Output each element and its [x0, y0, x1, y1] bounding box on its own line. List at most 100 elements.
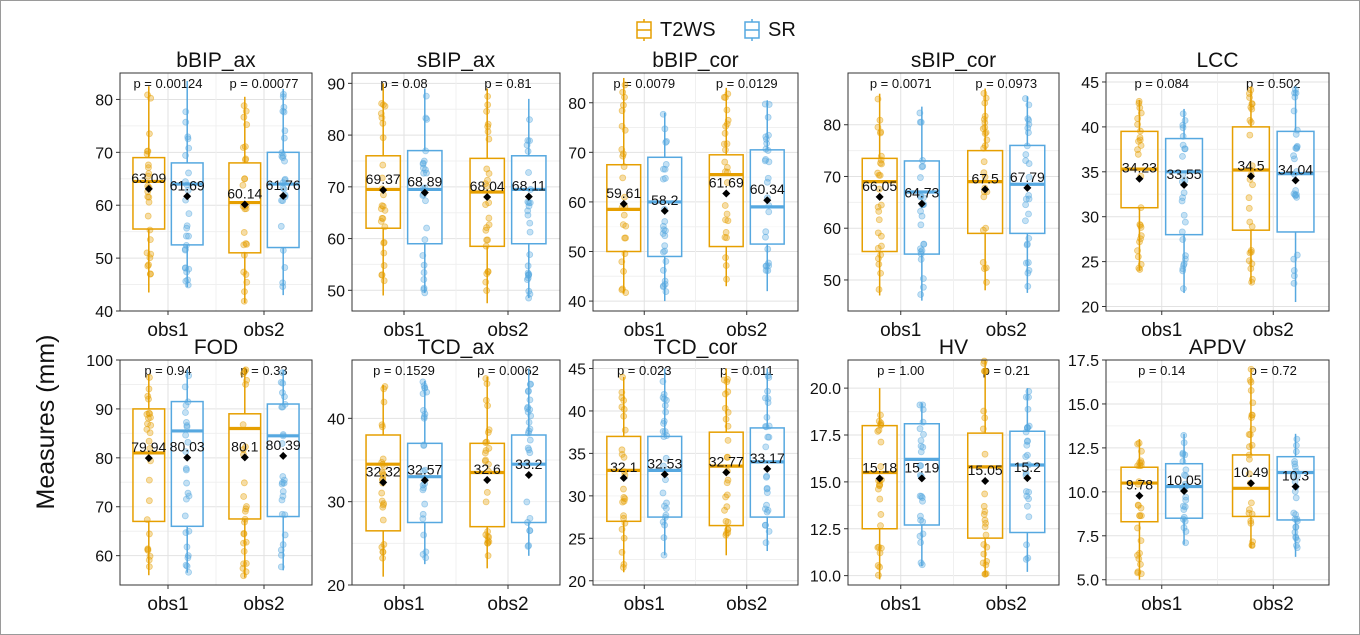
- data-point: [1249, 425, 1257, 433]
- legend-key-t2ws: [636, 19, 652, 41]
- data-point: [765, 208, 773, 216]
- data-point: [278, 480, 286, 488]
- data-point: [622, 222, 630, 230]
- mean-label: 69.37: [366, 171, 401, 187]
- data-point: [722, 390, 729, 398]
- mean-label: 61.69: [170, 177, 205, 193]
- data-point: [1292, 494, 1300, 502]
- box-t2ws-obs2: 32.6: [469, 375, 506, 569]
- data-point: [981, 570, 989, 578]
- data-point: [765, 131, 772, 139]
- data-point: [277, 563, 285, 571]
- data-point: [1247, 265, 1255, 273]
- data-point: [1025, 393, 1032, 401]
- data-point: [919, 162, 927, 170]
- data-point: [661, 513, 669, 521]
- mean-label: 79.94: [131, 439, 166, 455]
- data-point: [278, 440, 286, 447]
- data-point: [877, 269, 884, 277]
- data-point: [1022, 201, 1030, 209]
- data-point: [722, 262, 730, 269]
- x-tick-label-obs1: obs1: [1141, 594, 1182, 615]
- data-point: [1137, 537, 1145, 545]
- data-point: [381, 383, 389, 390]
- y-tick-label: 30: [327, 495, 345, 512]
- mean-label: 9.78: [1126, 477, 1153, 493]
- data-point: [147, 421, 155, 429]
- data-point: [659, 283, 667, 291]
- data-point: [1022, 555, 1030, 563]
- data-point: [916, 462, 924, 470]
- mean-label: 68.11: [512, 178, 546, 194]
- data-point: [765, 422, 773, 430]
- data-point: [423, 224, 430, 232]
- y-tick-label: 80: [823, 118, 841, 135]
- data-point: [761, 505, 769, 513]
- data-point: [485, 214, 493, 222]
- data-point: [980, 511, 988, 518]
- data-point: [1134, 115, 1142, 122]
- data-point: [1022, 157, 1030, 165]
- data-point: [721, 233, 729, 241]
- data-point: [184, 276, 192, 284]
- data-point: [421, 500, 429, 508]
- data-point: [281, 127, 289, 135]
- mean-marker: [1180, 486, 1189, 495]
- facet-panel-sbip-ax: sBIP_ax 50 60 70 80 90 obs1 p = 0.08 obs2 p = 0.8…: [327, 49, 561, 341]
- box-t2ws-obs2: 10.49: [1231, 365, 1271, 549]
- data-point: [724, 422, 732, 430]
- facet-panel-apdv: APDV 5.0 7.5 10.0 12.5 15.0 17.5 obs1 p = 0.14 ob…: [1068, 336, 1330, 615]
- data-point: [917, 174, 924, 181]
- box-sr-obs2: 67.79: [1009, 95, 1046, 293]
- data-point: [1290, 267, 1298, 274]
- data-point: [916, 109, 924, 117]
- data-point: [1179, 153, 1186, 160]
- data-point: [379, 423, 386, 431]
- data-point: [483, 287, 491, 294]
- data-point: [378, 497, 386, 505]
- data-point: [381, 223, 389, 231]
- data-point: [918, 212, 926, 220]
- data-point: [620, 453, 628, 461]
- data-point: [917, 255, 925, 263]
- facet-panel-tcd-ax: TCD_ax 20 30 40 obs1 p = 0.1529 obs2 p = 0.0062…: [327, 336, 561, 615]
- data-point: [527, 380, 534, 388]
- data-point: [877, 438, 885, 446]
- y-tick-label: 25: [1081, 255, 1099, 272]
- data-point: [279, 389, 286, 397]
- data-point: [145, 563, 153, 571]
- legend-item-sr: SR: [742, 16, 796, 44]
- data-point: [662, 454, 670, 462]
- y-tick-label: 5.0: [1077, 573, 1099, 590]
- data-point: [182, 448, 190, 456]
- data-point: [145, 476, 153, 484]
- data-point: [620, 512, 627, 520]
- data-point: [620, 494, 628, 501]
- mean-label: 59.61: [606, 185, 641, 201]
- box-t2ws-obs1: 32.1: [606, 373, 642, 573]
- data-point: [917, 245, 924, 253]
- data-point: [1247, 86, 1255, 94]
- panel-border: [351, 72, 561, 312]
- data-point: [1022, 453, 1030, 461]
- data-point: [618, 548, 626, 556]
- data-point: [145, 437, 153, 445]
- data-point: [981, 142, 989, 150]
- data-point: [618, 107, 626, 115]
- data-point: [723, 275, 730, 283]
- data-point: [980, 407, 988, 415]
- mean-marker: [619, 199, 628, 208]
- data-point: [1180, 439, 1188, 447]
- data-point: [723, 179, 731, 186]
- panel-title: sBIP_cor: [911, 49, 996, 72]
- data-point: [240, 251, 248, 259]
- data-point: [620, 211, 628, 219]
- data-point: [482, 498, 490, 506]
- mean-label: 34.23: [1122, 160, 1157, 176]
- data-point: [1179, 110, 1187, 118]
- p-value-label: p = 1.00: [877, 363, 924, 378]
- mean-label: 67.79: [1010, 169, 1045, 185]
- panel-border: [592, 359, 799, 586]
- data-point: [979, 425, 987, 433]
